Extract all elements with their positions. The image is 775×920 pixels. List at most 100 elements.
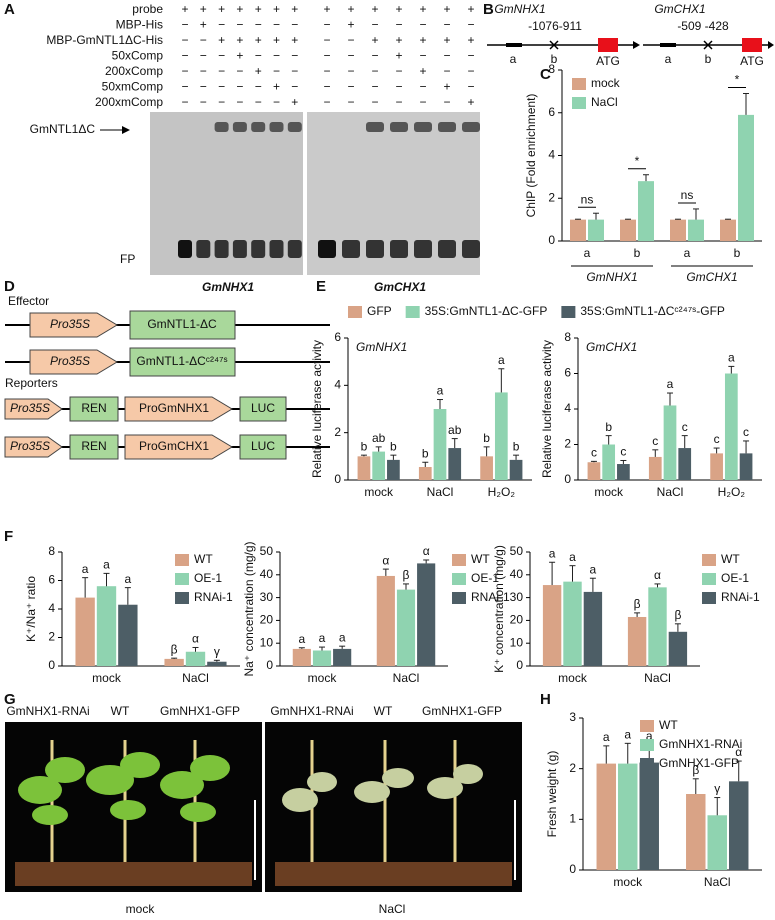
- lane-sign: −: [395, 64, 402, 78]
- bar: [724, 373, 738, 480]
- lane-sign: +: [291, 33, 298, 47]
- y-tick-label: 40: [260, 567, 274, 581]
- significance-letter: b: [605, 420, 612, 434]
- shift-band: [251, 122, 266, 132]
- lane-sign: +: [419, 2, 426, 16]
- panel-label: G: [4, 691, 16, 708]
- lane-sign: −: [323, 80, 330, 94]
- genotype: WT: [374, 704, 393, 718]
- shift-band: [390, 122, 408, 132]
- bar: [618, 763, 638, 870]
- legend-label: RNAi-1: [471, 590, 510, 604]
- y-tick-label: 0: [266, 658, 273, 672]
- reporters-title: Reporters: [5, 376, 58, 390]
- row-label: MBP-His: [116, 18, 163, 32]
- lane-sign: +: [200, 18, 207, 32]
- bar: [448, 448, 462, 480]
- legend-label: WT: [194, 552, 213, 566]
- free-probe-band: [342, 240, 360, 258]
- lane-sign: +: [467, 95, 474, 109]
- lane-sign: −: [218, 64, 225, 78]
- genotype: GmNHX1-RNAi: [270, 704, 353, 718]
- bar: [638, 181, 654, 241]
- y-tick-label: 6: [564, 366, 571, 380]
- lane-sign: −: [218, 18, 225, 32]
- arrow-head: [122, 126, 130, 134]
- bar: [509, 459, 523, 480]
- y-tick-label: 2: [564, 437, 571, 451]
- y-tick-label: 6: [334, 330, 341, 344]
- lane-sign: −: [347, 80, 354, 94]
- plant-photo: [5, 722, 522, 892]
- gene-box: GmNTL1-ΔC: [147, 317, 217, 331]
- x-tick-label: b: [634, 246, 641, 260]
- row-label: probe: [132, 2, 163, 16]
- significance-letter: γ: [214, 644, 220, 658]
- lane-sign: −: [347, 49, 354, 63]
- x-tick-label: b: [734, 246, 741, 260]
- lane-sign: −: [273, 64, 280, 78]
- row-label: MBP-GmNTL1ΔC-His: [46, 33, 163, 47]
- x-tick-label: H₂O₂: [718, 485, 746, 499]
- y-tick-label: 0: [569, 862, 576, 876]
- lane-sign: −: [467, 80, 474, 94]
- lane-sign: −: [371, 80, 378, 94]
- lane-sign: −: [347, 95, 354, 109]
- start-codon: ATG: [596, 54, 620, 68]
- lane-sign: −: [291, 80, 298, 94]
- promoter: Pro35S: [50, 354, 90, 368]
- lane-sign: −: [236, 18, 243, 32]
- y-tick-label: 4: [564, 401, 571, 415]
- legend-swatch: [640, 739, 654, 751]
- significance-letter: ab: [372, 431, 386, 445]
- significance-letter: a: [319, 631, 326, 645]
- lane-sign: −: [255, 49, 262, 63]
- lane-sign: −: [467, 18, 474, 32]
- significance-letter: c: [591, 446, 597, 460]
- promoter: Pro35S: [50, 317, 90, 331]
- legend-swatch: [702, 573, 716, 585]
- gene-box: LUC: [251, 439, 275, 453]
- bar: [376, 575, 395, 666]
- bar: [387, 459, 400, 480]
- lane-sign: +: [347, 18, 354, 32]
- promoter-diagram: [487, 38, 774, 52]
- y-tick-label: 2: [569, 761, 576, 775]
- lane-sign: +: [347, 2, 354, 16]
- region: -1076-911: [528, 19, 582, 33]
- x-tick-label: NaCl: [393, 671, 420, 685]
- lane-sign: −: [218, 49, 225, 63]
- bar: [670, 219, 686, 241]
- lane-sign: −: [395, 18, 402, 32]
- construct: [4, 310, 330, 460]
- significance-letter: α: [192, 632, 199, 646]
- y-tick-label: 4: [48, 601, 55, 615]
- gel-name: GmCHX1: [374, 280, 426, 294]
- lane-sign: −: [371, 64, 378, 78]
- free-probe-band: [318, 240, 336, 258]
- fp-label: FP: [120, 252, 135, 266]
- x-tick-label: mock: [92, 671, 122, 685]
- bar: [542, 585, 562, 666]
- gene-box: REN: [81, 401, 106, 415]
- y-axis-label: ChIP (Fold enrichment): [524, 94, 538, 218]
- legend-label: OE-1: [721, 571, 749, 585]
- x-tick-label: mock: [613, 875, 643, 889]
- lane-sign: −: [467, 64, 474, 78]
- annotation: ns: [581, 192, 594, 206]
- bar: [617, 464, 630, 480]
- free-probe-band: [251, 240, 266, 258]
- gene-box: REN: [81, 439, 106, 453]
- significance-letter: a: [667, 377, 674, 391]
- site: b: [551, 52, 558, 66]
- y-tick-label: 2: [48, 630, 55, 644]
- bar: [417, 563, 436, 666]
- legend-swatch: [175, 554, 189, 566]
- lane-sign: +: [218, 2, 225, 16]
- lane-sign: −: [291, 49, 298, 63]
- y-axis-label: K⁺/Na⁺ ratio: [24, 576, 38, 642]
- y-tick-label: 30: [510, 590, 524, 604]
- lane-sign: +: [443, 2, 450, 16]
- lane-sign: −: [200, 64, 207, 78]
- lane-sign: −: [467, 49, 474, 63]
